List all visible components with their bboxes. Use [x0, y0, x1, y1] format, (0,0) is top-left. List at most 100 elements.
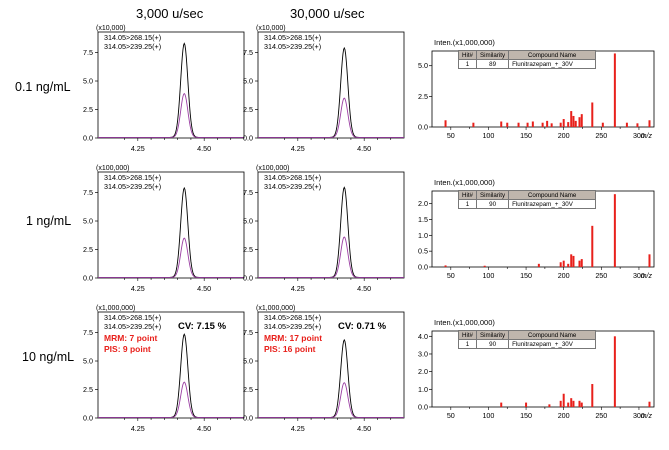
y-tick-label: 7.5: [243, 48, 253, 57]
table-cell: Flunitrazepam_+_30V: [508, 339, 597, 349]
spectrum-intensity-label: Inten.(x1,000,000): [434, 318, 495, 327]
x-tick-label: 250: [595, 271, 607, 280]
table-header-cell: Hit#: [457, 50, 478, 60]
x-tick-label: 50: [447, 131, 455, 140]
table-cell: 90: [476, 199, 510, 209]
table-header-cell: Compound Name: [508, 330, 597, 340]
table-cell: 89: [476, 59, 510, 69]
y-tick-label: 5.0: [83, 357, 93, 366]
spectrum-intensity-label: Inten.(x1,000,000): [434, 178, 495, 187]
y-tick-label: 5.0: [243, 357, 253, 366]
table-header-cell: Hit#: [457, 330, 478, 340]
y-tick-label: 7.5: [83, 328, 93, 337]
spectrum-bar: [472, 122, 475, 127]
spectrum-bar: [648, 401, 651, 407]
x-tick-label: 200: [558, 271, 570, 280]
spectrum-bar: [572, 255, 575, 267]
y-tick-label: 2.5: [243, 385, 253, 394]
x-tick-label: 250: [595, 411, 607, 420]
spectrum-intensity-label: Inten.(x1,000,000): [434, 38, 495, 47]
spectrum-bar: [625, 122, 628, 127]
trace-1: [98, 237, 244, 278]
spectrum-bar: [572, 115, 575, 127]
spectrum-bar: [517, 122, 520, 127]
intensity-scale-label: (x1,000,000): [96, 305, 136, 312]
y-tick-label: 0.0: [418, 403, 428, 412]
spectrum-bar: [613, 336, 616, 407]
spectrum-bar: [562, 260, 565, 267]
trace-legend-0: 314.05>268.15(+): [104, 33, 162, 42]
spectrum-bar: [580, 402, 583, 407]
spectrum-bar: [500, 402, 503, 407]
x-tick-label: 100: [482, 131, 494, 140]
trace-1: [98, 381, 244, 418]
y-tick-label: 1.0: [418, 231, 428, 240]
chromatogram-1-0: 0.0 2.5 5.0 7.5 4.25 4.50: [83, 171, 245, 293]
spectrum-bar: [570, 254, 573, 267]
plot-frame: [97, 311, 245, 419]
table-cell: 1: [457, 59, 478, 69]
spectrum-bar: [541, 122, 544, 127]
table-cell: Flunitrazepam_+_30V: [508, 199, 597, 209]
spectrum-bar: [613, 53, 616, 127]
intensity-scale-label: (x1,000,000): [256, 305, 296, 312]
x-unit-label: m/z: [641, 273, 653, 280]
spectrum-bar: [562, 393, 565, 407]
trace-legend-0: 314.05>268.15(+): [264, 173, 322, 182]
table-header-cell: Similarity: [476, 50, 510, 60]
x-tick-label: 300: [633, 411, 645, 420]
spectrum-bar: [578, 400, 581, 407]
y-tick-label: 3.0: [418, 349, 428, 358]
chromatogram-0-1: 0.0 2.5 5.0 7.5 4.25 4.50: [243, 31, 405, 153]
spectrum-bar: [525, 402, 528, 407]
spectrum-bar: [531, 121, 534, 127]
chromatogram-1-1: 0.0 2.5 5.0 7.5 4.25 4.50: [243, 171, 405, 293]
y-tick-label: 0.0: [83, 274, 93, 283]
y-tick-label: 0.0: [83, 414, 93, 423]
y-tick-label: 2.5: [243, 105, 253, 114]
spectrum-bar: [567, 122, 570, 127]
trace-1: [258, 382, 404, 418]
mrm-points-note: MRM: 17 point: [264, 333, 323, 343]
x-tick-label: 4.25: [131, 144, 145, 153]
hit-table: Hit# Similarity Compound Name 1 90 Flunitraze…: [457, 330, 597, 349]
table-cell: 1: [457, 199, 478, 209]
trace-legend-1: 314.05>239.25(+): [264, 182, 322, 191]
spectrum-bar: [580, 259, 583, 267]
hit-table: Hit# Similarity Compound Name 1 89 Flunitraze…: [457, 50, 597, 69]
table-cell: 1: [457, 339, 478, 349]
y-tick-label: 5.0: [418, 61, 428, 70]
y-tick-label: 5.0: [83, 217, 93, 226]
intensity-scale-label: (x10,000): [96, 25, 126, 32]
spectrum-bar: [570, 398, 573, 407]
plot-frame: [97, 171, 245, 279]
spectrum-bar: [483, 265, 486, 267]
spectrum-bar: [578, 117, 581, 127]
plot-frame: [257, 171, 405, 279]
y-tick-label: 1.0: [418, 385, 428, 394]
x-tick-label: 300: [633, 131, 645, 140]
y-tick-label: 0.0: [243, 274, 253, 283]
x-tick-label: 150: [520, 411, 532, 420]
spectrum-bar: [444, 265, 447, 267]
y-tick-label: 2.5: [243, 245, 253, 254]
y-tick-label: 5.0: [83, 77, 93, 86]
x-tick-label: 4.25: [131, 284, 145, 293]
table-header-cell: Similarity: [476, 190, 510, 200]
y-tick-label: 2.5: [83, 105, 93, 114]
trace-legend-1: 314.05>239.25(+): [104, 42, 162, 51]
spectrum-bar: [601, 122, 604, 127]
x-tick-label: 4.25: [291, 144, 305, 153]
plot-frame: [97, 31, 245, 139]
hit-table: Hit# Similarity Compound Name 1 90 Flunitraze…: [457, 190, 597, 209]
x-tick-label: 4.50: [197, 144, 211, 153]
x-unit-label: m/z: [641, 133, 653, 140]
y-tick-label: 0.0: [83, 134, 93, 143]
spectrum-bar: [591, 225, 594, 267]
x-tick-label: 100: [482, 271, 494, 280]
spectrum-bar: [591, 102, 594, 127]
column-header-3000: 3,000 u/sec: [136, 6, 204, 21]
pis-points-note: PIS: 16 point: [264, 344, 316, 354]
mrm-points-note: MRM: 7 point: [104, 333, 158, 343]
spectrum-bar: [591, 384, 594, 407]
